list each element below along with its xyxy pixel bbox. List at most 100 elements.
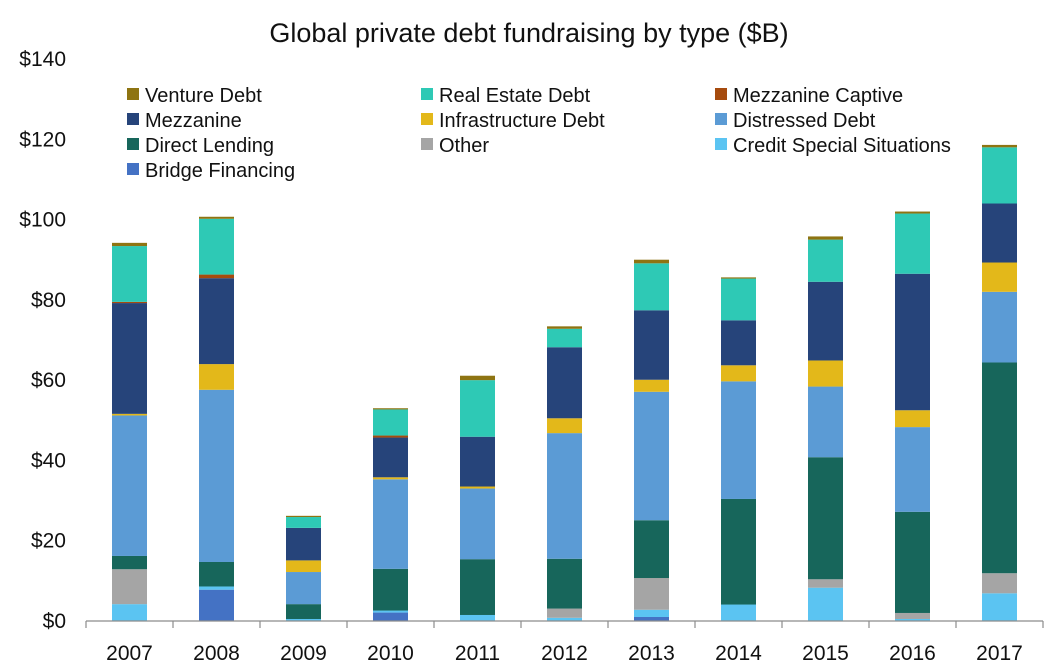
x-tick-label: 2010 bbox=[367, 642, 414, 661]
bar-segment bbox=[199, 586, 234, 590]
bar-segment bbox=[982, 573, 1017, 594]
bar-segment bbox=[373, 479, 408, 569]
legend-label: Real Estate Debt bbox=[439, 85, 591, 107]
bar-segment bbox=[808, 239, 843, 282]
bar-segment bbox=[634, 616, 669, 621]
bar-segment bbox=[634, 310, 669, 380]
bar-segment bbox=[547, 347, 582, 419]
y-tick-label: $120 bbox=[19, 128, 66, 151]
bar-segment bbox=[634, 520, 669, 579]
bar-segment bbox=[982, 291, 1017, 363]
bar-segment bbox=[808, 386, 843, 458]
y-tick-label: $40 bbox=[31, 449, 66, 472]
bar-segment bbox=[112, 242, 147, 247]
legend-swatch bbox=[127, 88, 139, 100]
bar-segment bbox=[112, 246, 147, 302]
x-tick-label: 2008 bbox=[193, 642, 240, 661]
bar-segment bbox=[895, 612, 930, 619]
bar-segment bbox=[634, 379, 669, 392]
legend-label: Bridge Financing bbox=[145, 160, 295, 182]
x-tick-label: 2012 bbox=[541, 642, 588, 661]
bar-segment bbox=[373, 409, 408, 436]
bar-segment bbox=[460, 380, 495, 437]
bar-segment bbox=[286, 515, 321, 518]
bar-segment bbox=[199, 278, 234, 365]
legend-label: Credit Special Situations bbox=[733, 135, 951, 157]
bar-segment bbox=[895, 511, 930, 613]
bar-segment bbox=[460, 375, 495, 381]
bar-segment bbox=[373, 477, 408, 480]
bar-segment bbox=[460, 614, 495, 621]
legend-label: Mezzanine Captive bbox=[733, 85, 903, 107]
bar-segment bbox=[895, 273, 930, 411]
x-tick-label: 2011 bbox=[455, 642, 500, 661]
bar-segment bbox=[982, 262, 1017, 292]
bar-segment bbox=[721, 277, 756, 279]
bar-segment bbox=[112, 555, 147, 570]
legend-label: Direct Lending bbox=[145, 135, 274, 157]
bar-segment bbox=[373, 435, 408, 438]
legend-swatch bbox=[421, 88, 433, 100]
x-tick-label: 2015 bbox=[802, 642, 849, 661]
bar-segment bbox=[112, 604, 147, 621]
bar-segment bbox=[547, 608, 582, 618]
bar-segment bbox=[199, 561, 234, 587]
bar-segment bbox=[460, 559, 495, 615]
bar-segment bbox=[895, 410, 930, 428]
bar-segment bbox=[112, 413, 147, 416]
y-axis-tick-labels: $0 $20 $40 $60 $80 $100 $120 $140 bbox=[19, 48, 66, 633]
bar-segment bbox=[808, 281, 843, 361]
legend-swatch bbox=[127, 113, 139, 125]
bar-segment bbox=[895, 427, 930, 512]
bar-segment bbox=[982, 593, 1017, 621]
bar-segment bbox=[808, 236, 843, 240]
bar-segment bbox=[721, 320, 756, 366]
y-tick-label: $60 bbox=[31, 369, 66, 392]
bar-segment bbox=[808, 360, 843, 387]
x-tick-label: 2017 bbox=[976, 642, 1023, 661]
bar-segment bbox=[547, 328, 582, 348]
bar-segment bbox=[460, 436, 495, 487]
x-tick-label: 2009 bbox=[280, 642, 327, 661]
bar-segment bbox=[199, 216, 234, 219]
bar-segment bbox=[721, 278, 756, 321]
bar-segment bbox=[286, 527, 321, 561]
x-tick-label: 2016 bbox=[889, 642, 936, 661]
legend-swatch bbox=[127, 163, 139, 175]
bar-segment bbox=[199, 274, 234, 279]
legend: Venture Debt Real Estate Debt Mezzanine Ca… bbox=[127, 85, 951, 182]
bar-segment bbox=[286, 560, 321, 573]
legend-label: Infrastructure Debt bbox=[439, 110, 605, 132]
bar-segment bbox=[721, 498, 756, 605]
bar-segment bbox=[286, 572, 321, 605]
legend-swatch bbox=[421, 113, 433, 125]
chart-title: Global private debt fundraising by type … bbox=[269, 18, 789, 48]
bar-segment bbox=[895, 213, 930, 274]
bar-segment bbox=[982, 144, 1017, 148]
bar-segment bbox=[808, 587, 843, 621]
bar-segment bbox=[373, 408, 408, 410]
bar-segment bbox=[199, 389, 234, 562]
legend-label: Other bbox=[439, 135, 489, 157]
legend-swatch bbox=[421, 138, 433, 150]
bar-segment bbox=[895, 618, 930, 621]
bar-segment bbox=[547, 558, 582, 609]
x-axis: 2007 2008 2009 2010 2011 2012 2013 2014 2015 2016… bbox=[85, 620, 1044, 661]
y-tick-label: $0 bbox=[43, 610, 66, 633]
bar-segment bbox=[460, 488, 495, 560]
y-tick-label: $80 bbox=[31, 289, 66, 312]
x-tick-label: 2013 bbox=[628, 642, 675, 661]
legend-swatch bbox=[715, 88, 727, 100]
bar-segment bbox=[286, 618, 321, 621]
bar-segment bbox=[721, 381, 756, 499]
legend-swatch bbox=[715, 138, 727, 150]
bar-segment bbox=[634, 259, 669, 264]
bar-segment bbox=[199, 364, 234, 390]
bar-segment bbox=[634, 609, 669, 617]
bar-segment bbox=[547, 433, 582, 559]
bar-segment bbox=[721, 604, 756, 621]
x-tick-label: 2007 bbox=[106, 642, 153, 661]
bar-segment bbox=[112, 569, 147, 605]
